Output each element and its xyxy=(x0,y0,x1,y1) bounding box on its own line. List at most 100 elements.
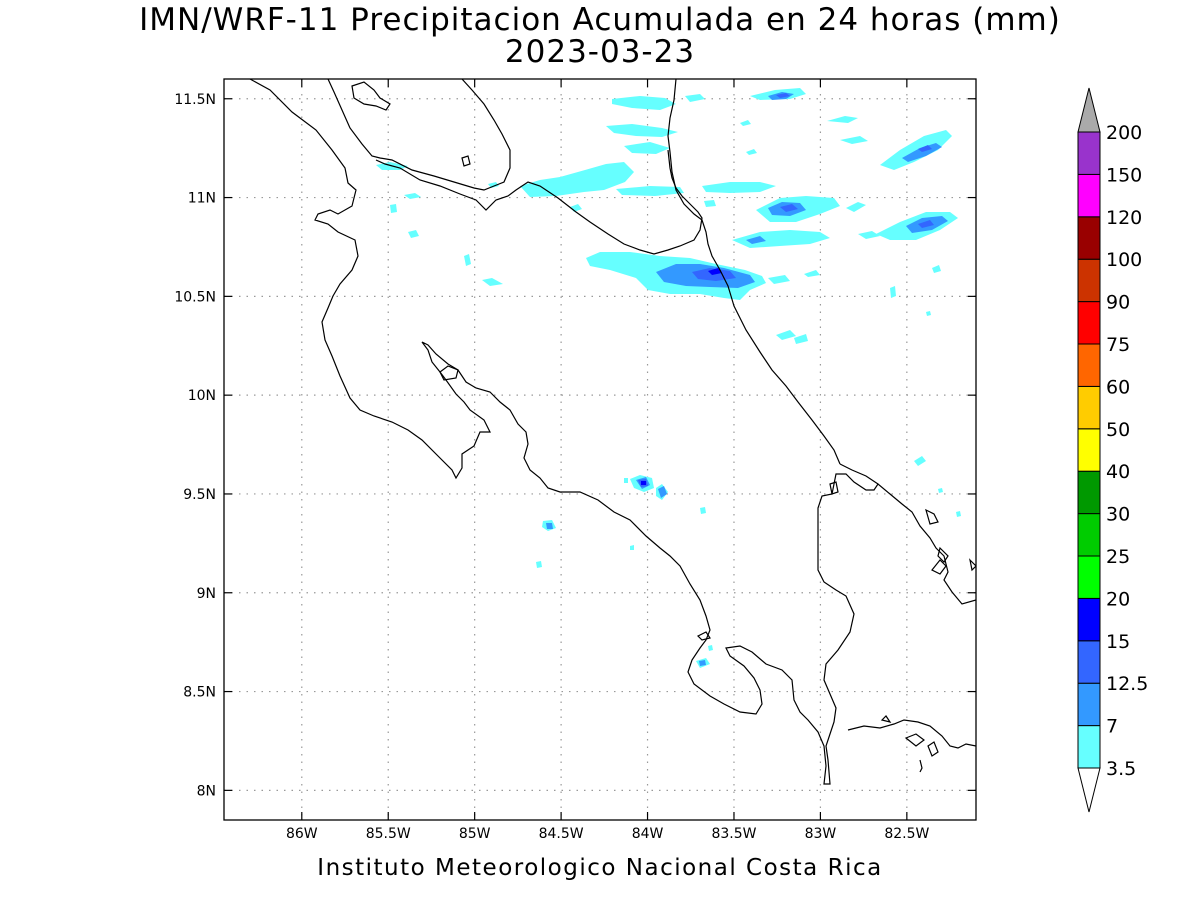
colorbar-segment xyxy=(1077,513,1101,557)
island xyxy=(931,559,947,575)
precip-area xyxy=(702,182,776,193)
map-date: 2023-03-23 xyxy=(504,34,696,70)
lat-tick-label: 8.5N xyxy=(183,685,216,701)
colorbar-label: 150 xyxy=(1106,164,1142,186)
colorbar-segment xyxy=(1077,385,1101,430)
caribbean-coastline xyxy=(839,463,879,485)
colorbar-label: 200 xyxy=(1106,122,1142,144)
lat-tick-label: 9N xyxy=(197,586,216,602)
precip-area xyxy=(780,204,798,212)
colorbar-label: 60 xyxy=(1106,376,1130,398)
pacific-coastline xyxy=(249,79,976,785)
island xyxy=(829,481,839,495)
precip-area xyxy=(546,523,553,529)
precip-area xyxy=(746,149,757,155)
colorbar-label: 90 xyxy=(1106,292,1130,314)
precip-area xyxy=(658,486,667,498)
colorbar-lower-arrow xyxy=(1077,767,1101,813)
precip-area xyxy=(926,311,931,316)
precip-area xyxy=(520,162,634,197)
precip-area xyxy=(708,268,722,275)
colorbar-label: 40 xyxy=(1106,461,1130,483)
island xyxy=(927,741,939,757)
precip-area xyxy=(641,481,646,485)
colorbar-label: 12.5 xyxy=(1106,673,1148,695)
colorbar-segment xyxy=(1077,682,1101,727)
lat-tick-label: 9.5N xyxy=(183,487,216,503)
map-title: IMN/WRF-11 Precipitacion Acumulada en 24… xyxy=(139,2,1061,38)
precip-area xyxy=(794,334,808,344)
colorbar-label: 75 xyxy=(1106,334,1130,356)
colorbar-segment xyxy=(1077,343,1101,387)
island xyxy=(969,558,976,572)
precip-area xyxy=(914,456,926,466)
colorbar-segment xyxy=(1077,725,1101,769)
colorbar-segment xyxy=(1077,301,1101,345)
island xyxy=(904,733,925,747)
island xyxy=(937,546,949,563)
precip-area xyxy=(606,124,678,137)
colorbar-label: 7 xyxy=(1106,716,1118,738)
precip-area xyxy=(768,275,790,284)
precipitation-layer xyxy=(376,88,961,668)
colorbar-segment xyxy=(1077,470,1101,515)
lat-tick-label: 11N xyxy=(188,191,216,207)
precip-area xyxy=(776,93,790,98)
colorbar-label: 3.5 xyxy=(1106,758,1136,780)
precip-area xyxy=(699,660,706,666)
precip-area xyxy=(776,330,796,340)
colorbar-segment xyxy=(1077,640,1101,684)
precip-area xyxy=(840,136,868,144)
precip-area xyxy=(536,561,542,568)
precip-area xyxy=(827,116,858,123)
lat-tick-label: 10N xyxy=(188,388,216,404)
island xyxy=(439,365,459,381)
precip-area xyxy=(390,204,397,213)
lon-tick-label: 83W xyxy=(805,826,837,842)
colorbar-segment xyxy=(1077,216,1101,260)
precip-area xyxy=(704,200,716,207)
map-grid xyxy=(224,79,976,820)
lake-shore xyxy=(327,79,511,191)
precip-area xyxy=(404,193,421,199)
precip-area xyxy=(700,507,706,514)
lon-tick-label: 84.5W xyxy=(539,826,584,842)
lon-tick-label: 85.5W xyxy=(366,826,411,842)
colorbar-segment xyxy=(1077,597,1101,642)
precip-area xyxy=(858,231,880,239)
colorbar-upper-arrow xyxy=(1077,87,1101,133)
colorbar-label: 20 xyxy=(1106,588,1130,610)
island xyxy=(696,631,711,641)
lat-tick-label: 11.5N xyxy=(174,92,216,108)
precip-area xyxy=(708,645,713,651)
colorbar-segment xyxy=(1077,428,1101,472)
precip-area xyxy=(938,488,943,493)
coastline-layer xyxy=(249,79,976,785)
island xyxy=(925,508,939,525)
lon-tick-label: 82.5W xyxy=(884,826,929,842)
precip-area xyxy=(630,545,634,550)
precip-area xyxy=(932,265,941,273)
colorbar-label: 100 xyxy=(1106,249,1142,271)
precip-area xyxy=(918,220,934,228)
precip-area xyxy=(880,130,952,170)
island xyxy=(919,759,923,773)
precip-area xyxy=(612,96,676,110)
map-frame-bg xyxy=(224,79,976,820)
lon-tick-label: 86W xyxy=(286,826,318,842)
colorbar-label: 30 xyxy=(1106,504,1130,526)
precip-area xyxy=(408,230,419,238)
precip-area xyxy=(804,270,820,277)
lat-tick-label: 8N xyxy=(197,783,216,799)
lon-tick-label: 83.5W xyxy=(711,826,756,842)
pacific-coastline xyxy=(847,719,976,749)
precip-area xyxy=(732,230,830,248)
precip-area xyxy=(482,278,503,286)
colorbar-segment xyxy=(1077,131,1101,175)
colorbar-label: 25 xyxy=(1106,546,1130,568)
lat-tick-label: 10.5N xyxy=(174,289,216,305)
precip-area xyxy=(624,478,628,483)
colorbar-label: 15 xyxy=(1106,631,1130,653)
colorbar-segment xyxy=(1077,555,1101,599)
